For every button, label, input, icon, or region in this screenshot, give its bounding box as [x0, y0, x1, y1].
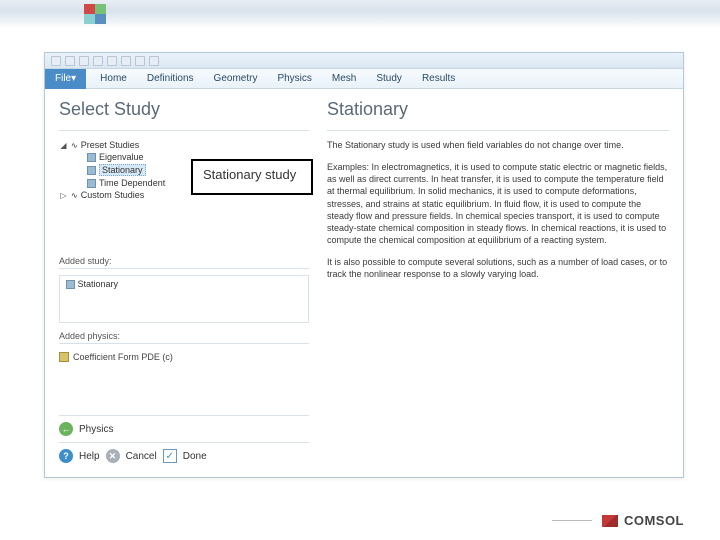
- ribbon: File ▾ Home Definitions Geometry Physics…: [45, 69, 683, 89]
- tab-mesh[interactable]: Mesh: [322, 71, 366, 86]
- file-tab[interactable]: File ▾: [45, 69, 86, 89]
- help-button[interactable]: ?: [59, 449, 73, 463]
- study-icon: [66, 280, 75, 289]
- study-icon: [87, 166, 96, 175]
- added-study-box: Stationary: [59, 275, 309, 323]
- footer-brand: COMSOL: [552, 513, 684, 528]
- tab-results[interactable]: Results: [412, 71, 465, 86]
- added-study-item: Stationary: [78, 279, 119, 289]
- qat-icon[interactable]: [51, 56, 61, 66]
- slide-logo: [84, 4, 106, 24]
- right-panel-title: Stationary: [327, 99, 669, 120]
- quick-access-toolbar: [45, 53, 683, 69]
- brand-icon: [602, 515, 618, 527]
- done-button[interactable]: ✓: [163, 449, 177, 463]
- content-row: Select Study ◢∿ Preset Studies Eigenvalu…: [45, 89, 683, 477]
- left-panel: Select Study ◢∿ Preset Studies Eigenvalu…: [45, 89, 321, 477]
- added-physics-item: Coefficient Form PDE (c): [59, 352, 309, 362]
- callout-stationary-study: Stationary study: [191, 159, 313, 195]
- tree-preset-studies[interactable]: ◢∿ Preset Studies: [59, 139, 309, 151]
- qat-icon[interactable]: [79, 56, 89, 66]
- description-p3: It is also possible to compute several s…: [327, 256, 669, 280]
- tab-geometry[interactable]: Geometry: [204, 71, 268, 86]
- panel-title: Select Study: [59, 99, 309, 120]
- qat-icon[interactable]: [135, 56, 145, 66]
- cancel-button[interactable]: ✕: [106, 449, 120, 463]
- physics-icon: [59, 352, 69, 362]
- slide-header-gradient: [0, 0, 720, 28]
- right-panel: Stationary The Stationary study is used …: [321, 89, 683, 477]
- brand-text: COMSOL: [624, 513, 684, 528]
- tab-study[interactable]: Study: [366, 71, 412, 86]
- added-study-label: Added study:: [59, 256, 309, 266]
- qat-icon[interactable]: [93, 56, 103, 66]
- back-physics-button[interactable]: ←: [59, 422, 73, 436]
- qat-icon[interactable]: [149, 56, 159, 66]
- qat-icon[interactable]: [121, 56, 131, 66]
- study-tree: ◢∿ Preset Studies Eigenvalue Stationary …: [59, 130, 309, 250]
- tab-home[interactable]: Home: [90, 71, 137, 86]
- back-physics-label: Physics: [79, 424, 113, 435]
- qat-icon[interactable]: [107, 56, 117, 66]
- description-p1: The Stationary study is used when field …: [327, 139, 669, 151]
- description-p2: Examples: In electromagnetics, it is use…: [327, 161, 669, 246]
- tab-physics[interactable]: Physics: [267, 71, 321, 86]
- study-icon: [87, 153, 96, 162]
- wizard-actions: ← Physics ? Help ✕ Cancel ✓ Done: [59, 407, 309, 469]
- cancel-label: Cancel: [126, 451, 157, 462]
- added-physics-label: Added physics:: [59, 331, 309, 341]
- study-icon: [87, 179, 96, 188]
- tab-definitions[interactable]: Definitions: [137, 71, 204, 86]
- help-label: Help: [79, 451, 100, 462]
- app-window: File ▾ Home Definitions Geometry Physics…: [44, 52, 684, 478]
- qat-icon[interactable]: [65, 56, 75, 66]
- done-label: Done: [183, 451, 207, 462]
